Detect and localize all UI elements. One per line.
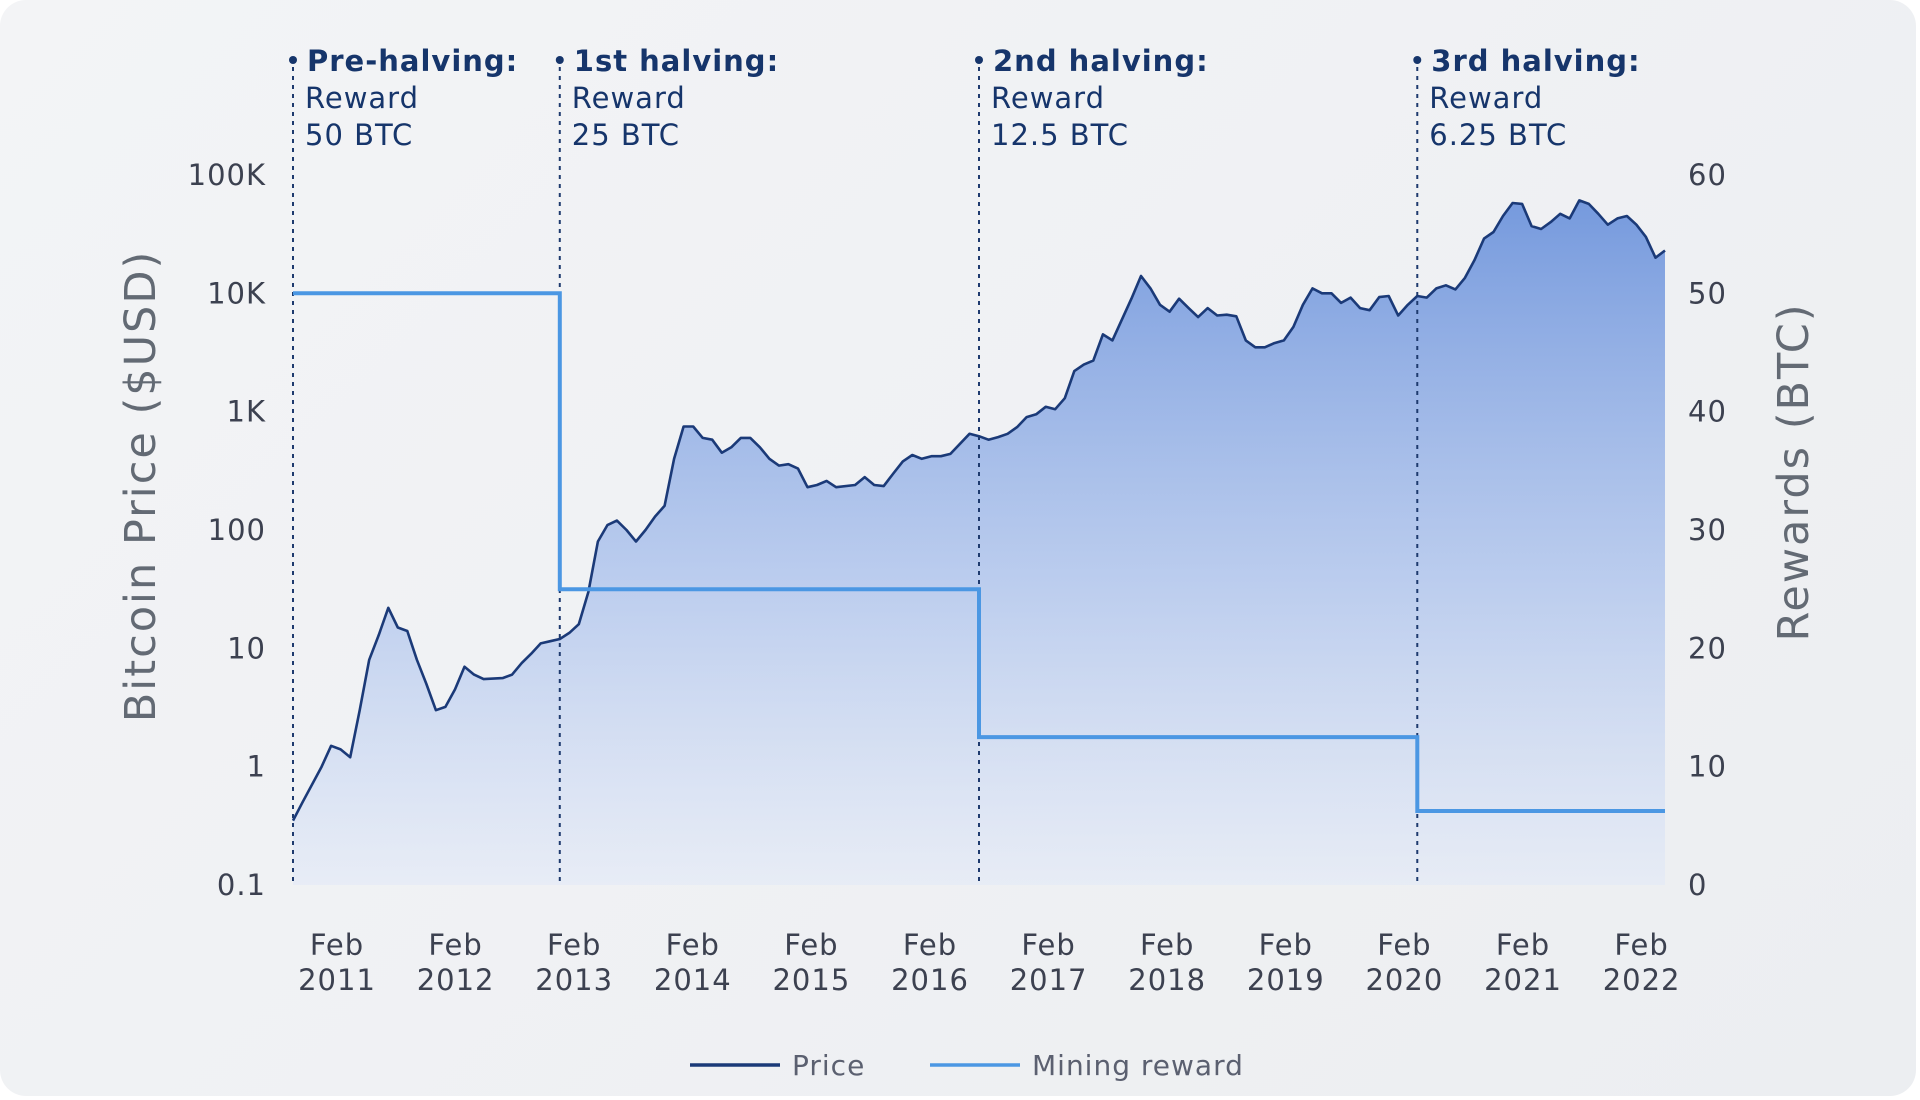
x-tick-month: Feb xyxy=(1377,928,1431,962)
x-tick-year: 2022 xyxy=(1603,963,1681,997)
x-tick-year: 2014 xyxy=(654,963,732,997)
legend-item: Price xyxy=(690,1049,865,1082)
right-axis-tick-label: 30 xyxy=(1688,513,1727,547)
x-tick-month: Feb xyxy=(1140,928,1194,962)
price-series-line xyxy=(291,199,1666,822)
annotation-line-2: 25 BTC xyxy=(572,118,680,152)
annotation-line-1: Reward xyxy=(305,81,419,115)
x-tick-month: Feb xyxy=(1496,928,1550,962)
left-axis-tick-label: 10K xyxy=(207,276,266,310)
left-axis-title: Bitcoin Price ($USD) xyxy=(116,250,166,722)
x-tick-year: 2015 xyxy=(772,963,850,997)
right-axis-tick-label: 20 xyxy=(1688,631,1727,665)
x-tick-year: 2012 xyxy=(417,963,495,997)
x-tick-month: Feb xyxy=(1259,928,1313,962)
right-axis-tick-label: 10 xyxy=(1688,750,1727,784)
x-tick-year: 2019 xyxy=(1247,963,1325,997)
x-tick-month: Feb xyxy=(784,928,838,962)
x-tick-year: 2011 xyxy=(298,963,376,997)
x-tick-month: Feb xyxy=(1614,928,1668,962)
right-axis-tick-label: 40 xyxy=(1688,395,1727,429)
x-tick-year: 2013 xyxy=(535,963,613,997)
annotation-line-1: Reward xyxy=(1429,81,1543,115)
left-axis-ticks: 0.1 1 10 100 1K 10K 100K xyxy=(188,158,266,902)
annotation-dot xyxy=(555,56,564,64)
left-axis-tick-label: 100 xyxy=(208,513,266,547)
left-axis-tick-label: 100K xyxy=(188,158,266,192)
left-axis-tick-label: 1K xyxy=(227,395,266,429)
x-tick-year: 2016 xyxy=(891,963,969,997)
annotation-dot xyxy=(289,56,297,64)
legend: Price Mining reward xyxy=(690,1049,1244,1082)
plot-area xyxy=(291,58,1666,885)
x-tick-month: Feb xyxy=(903,928,957,962)
price-area-fill xyxy=(293,200,1665,885)
legend-item: Mining reward xyxy=(930,1049,1244,1082)
right-axis-title: Rewards (BTC) xyxy=(1769,302,1819,641)
x-tick-month: Feb xyxy=(666,928,720,962)
left-axis-tick-label: 1 xyxy=(247,750,266,784)
right-axis-ticks: 0 10 20 30 40 50 60 xyxy=(1688,158,1727,902)
halving-marker-lines xyxy=(292,58,1419,885)
left-axis-tick-label: 10 xyxy=(227,631,266,665)
x-tick-month: Feb xyxy=(1021,928,1075,962)
annotation-title: 3rd halving: xyxy=(1431,44,1640,78)
x-tick-year: 2017 xyxy=(1010,963,1088,997)
right-axis-tick-label: 0 xyxy=(1688,868,1707,902)
x-tick-month: Feb xyxy=(310,928,364,962)
annotation-title: 2nd halving: xyxy=(993,44,1209,78)
annotation-title: Pre-halving: xyxy=(307,44,518,78)
legend-label: Price xyxy=(792,1049,865,1082)
annotation-title: 1st halving: xyxy=(574,44,779,78)
right-axis-tick-label: 50 xyxy=(1688,276,1727,310)
left-axis-tick-label: 0.1 xyxy=(217,868,266,902)
legend-label: Mining reward xyxy=(1032,1049,1244,1082)
annotation-line-2: 12.5 BTC xyxy=(991,118,1129,152)
annotation-dot xyxy=(975,56,983,64)
mining-reward-series-line xyxy=(293,291,1665,813)
x-axis-ticks: Feb2011Feb2012Feb2013Feb2014Feb2015Feb20… xyxy=(298,928,1681,997)
x-tick-month: Feb xyxy=(547,928,601,962)
annotation-line-1: Reward xyxy=(991,81,1105,115)
x-tick-year: 2021 xyxy=(1484,963,1562,997)
x-tick-year: 2020 xyxy=(1365,963,1443,997)
annotation-line-2: 6.25 BTC xyxy=(1429,118,1567,152)
annotation-line-1: Reward xyxy=(572,81,686,115)
x-tick-year: 2018 xyxy=(1128,963,1206,997)
annotation-dot xyxy=(1413,56,1422,64)
annotation-line-2: 50 BTC xyxy=(305,118,413,152)
x-tick-month: Feb xyxy=(428,928,482,962)
right-axis-tick-label: 60 xyxy=(1688,158,1727,192)
